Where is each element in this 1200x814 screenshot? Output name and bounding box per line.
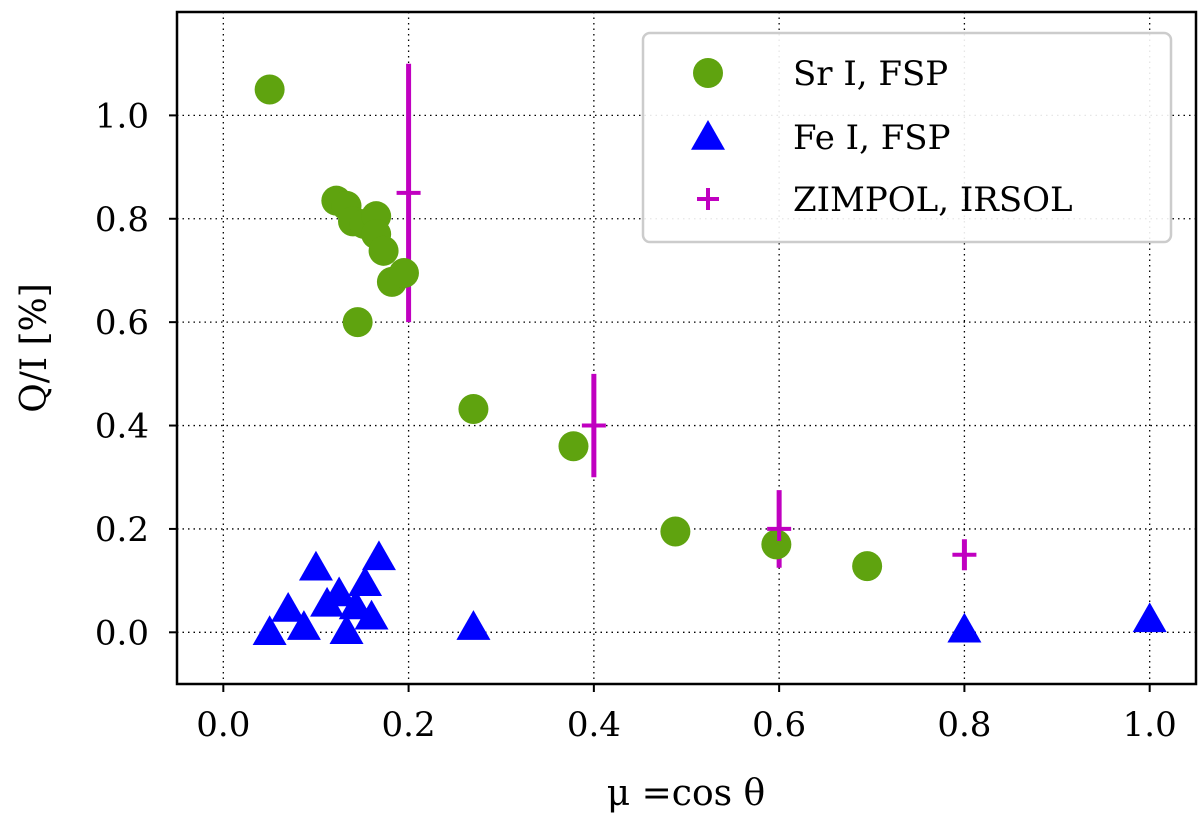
fe-i-fsp-point xyxy=(298,550,333,581)
fe-i-fsp-point xyxy=(361,540,396,571)
x-tick-label: 0.6 xyxy=(752,705,806,745)
fe-i-fsp-point xyxy=(348,566,383,596)
fe-i-fsp-point xyxy=(456,610,491,640)
sr-i-fsp-point xyxy=(254,74,285,105)
plot-frame xyxy=(175,10,1198,686)
legend-label: Fe I, FSP xyxy=(793,118,950,158)
fe-i-fsp-point xyxy=(1132,602,1167,633)
legend-box xyxy=(641,31,1173,244)
zimpol-point xyxy=(952,542,977,567)
legend-label: ZIMPOL, IRSOL xyxy=(793,180,1073,220)
fe-i-fsp-point xyxy=(354,599,389,630)
y-tick-label: 0.2 xyxy=(95,510,149,550)
legend-fe-i-fsp-marker xyxy=(691,120,725,150)
x-tick-label: 0.2 xyxy=(382,705,436,745)
fe-i-fsp-point xyxy=(329,614,364,645)
x-tick-label: 0.0 xyxy=(196,705,250,745)
fe-i-fsp-point xyxy=(252,615,287,646)
tick-labels: 0.0 0.2 0.4 0.6 0.8 1.0 0.0 0.2 0.4 0.6 0.8 1.0 xyxy=(95,96,1177,745)
y-tick-label: 0.6 xyxy=(95,303,149,343)
x-tick-label: 0.8 xyxy=(937,705,991,745)
sr-i-fsp-point xyxy=(388,258,419,289)
zimpol-point xyxy=(767,516,792,541)
fe-i-fsp-point xyxy=(286,610,321,640)
fe-i-fsp-point xyxy=(338,589,373,620)
sr-i-fsp-point xyxy=(458,393,489,424)
data-markers xyxy=(252,74,1167,646)
legend-zimpol-marker xyxy=(697,188,719,210)
zimpol-point xyxy=(396,180,421,205)
y-tick-label: 0.0 xyxy=(95,613,149,653)
legend-sr-i-fsp-marker xyxy=(693,58,723,88)
legend: Sr I, FSP Fe I, FSP ZIMPOL, IRSOL xyxy=(641,31,1173,244)
x-tick-label: 1.0 xyxy=(1123,705,1177,745)
fe-i-fsp-point xyxy=(947,612,982,643)
x-axis-label: μ =cos θ xyxy=(607,773,765,814)
sr-i-fsp-point xyxy=(660,516,691,547)
fe-i-fsp-point xyxy=(322,576,357,607)
y-tick-label: 1.0 xyxy=(95,96,149,136)
zimpol-point xyxy=(581,413,606,438)
sr-i-fsp-point xyxy=(852,551,883,582)
legend-label: Sr I, FSP xyxy=(793,54,948,94)
sr-i-fsp-point xyxy=(558,431,589,462)
tick-marks xyxy=(169,114,1151,692)
sr-i-fsp-point xyxy=(761,529,792,560)
fe-i-fsp-point xyxy=(271,592,306,622)
sr-i-fsp-point xyxy=(368,235,399,266)
y-axis-label: Q/I [%] xyxy=(14,283,55,413)
grid xyxy=(177,12,1196,684)
y-tick-label: 0.4 xyxy=(95,407,149,447)
sr-i-fsp-point xyxy=(342,307,373,338)
y-tick-label: 0.8 xyxy=(95,200,149,240)
x-tick-label: 0.4 xyxy=(567,705,621,745)
